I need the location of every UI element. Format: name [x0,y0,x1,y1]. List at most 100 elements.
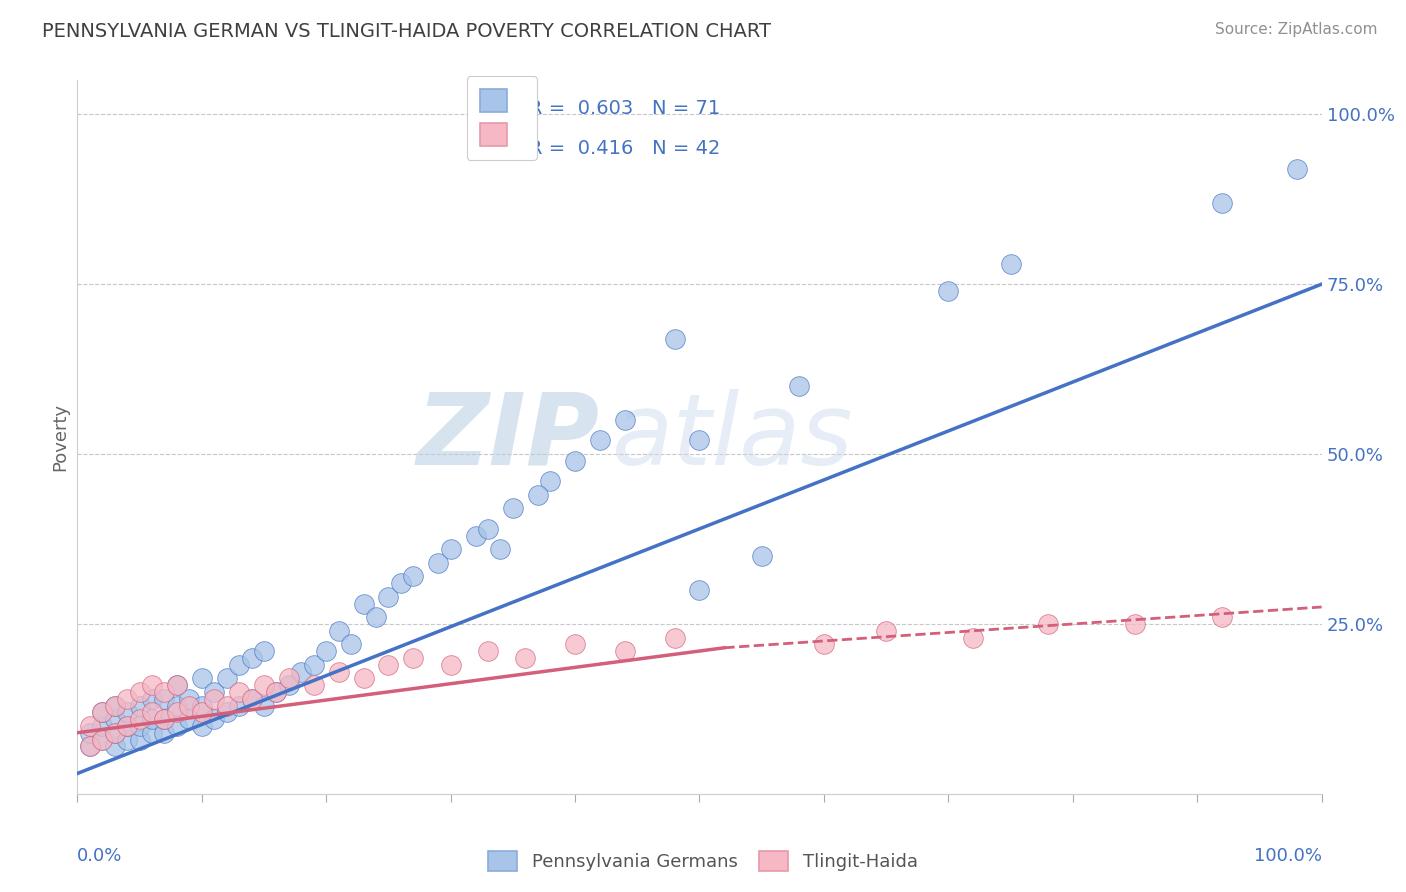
Point [202,691,225,706]
Point [751,549,773,563]
Point [166,678,188,692]
Point [402,651,425,665]
Point [228,685,250,699]
Point [302,657,325,672]
Point [215,698,238,713]
Point [166,698,188,713]
Point [377,590,399,604]
Point [389,576,412,591]
Point [153,712,176,726]
Point [141,678,163,692]
Point [1211,610,1233,624]
Point [1123,617,1146,632]
Point [427,556,450,570]
Point [938,284,960,298]
Point [240,691,263,706]
Point [104,698,127,713]
Point [328,665,350,679]
Point [202,712,225,726]
Point [564,454,586,468]
Point [79,739,101,754]
Point [364,610,387,624]
Point [1036,617,1059,632]
Point [962,631,984,645]
Text: 100.0%: 100.0% [1254,847,1322,865]
Text: PENNSYLVANIA GERMAN VS TLINGIT-HAIDA POVERTY CORRELATION CHART: PENNSYLVANIA GERMAN VS TLINGIT-HAIDA POV… [42,22,770,41]
Point [1285,161,1308,176]
Point [104,725,127,739]
Point [340,637,363,651]
Point [115,719,138,733]
Point [689,582,711,597]
Point [589,434,612,448]
Point [277,678,299,692]
Point [564,637,586,651]
Point [115,719,138,733]
Point [141,706,163,720]
Text: R =  0.603   N = 71: R = 0.603 N = 71 [529,99,720,119]
Point [128,732,150,747]
Point [228,698,250,713]
Point [79,719,101,733]
Point [664,631,686,645]
Point [613,413,636,427]
Point [191,698,214,713]
Point [377,657,399,672]
Point [91,706,114,720]
Point [91,732,114,747]
Point [477,644,499,658]
Point [302,678,325,692]
Point [141,691,163,706]
Point [689,434,711,448]
Point [91,706,114,720]
Point [240,691,263,706]
Text: ZIP: ZIP [418,389,600,485]
Point [91,732,114,747]
Point [515,651,537,665]
Text: R =  0.416   N = 42: R = 0.416 N = 42 [529,138,720,158]
Point [153,725,176,739]
Point [1000,257,1022,271]
Point [166,678,188,692]
Legend: Pennsylvania Germans, Tlingit-Haida: Pennsylvania Germans, Tlingit-Haida [481,844,925,879]
Point [128,685,150,699]
Point [202,685,225,699]
Point [464,528,486,542]
Point [153,685,176,699]
Point [253,698,276,713]
Point [489,542,512,557]
Point [538,475,561,489]
Point [115,732,138,747]
Point [787,379,810,393]
Point [115,706,138,720]
Point [179,712,201,726]
Point [215,671,238,685]
Point [191,671,214,685]
Point [875,624,897,638]
Point [166,706,188,720]
Point [266,685,288,699]
Point [266,685,288,699]
Y-axis label: Poverty: Poverty [51,403,69,471]
Point [277,671,299,685]
Point [526,488,548,502]
Text: 0.0%: 0.0% [77,847,122,865]
Point [353,597,375,611]
Point [104,712,127,726]
Point [440,542,463,557]
Legend: , : , [467,76,537,160]
Point [179,698,201,713]
Point [215,706,238,720]
Point [104,698,127,713]
Point [502,501,524,516]
Point [153,691,176,706]
Point [440,657,463,672]
Point [91,719,114,733]
Point [813,637,835,651]
Point [179,691,201,706]
Point [1211,195,1233,210]
Point [315,644,337,658]
Point [228,657,250,672]
Point [104,739,127,754]
Point [613,644,636,658]
